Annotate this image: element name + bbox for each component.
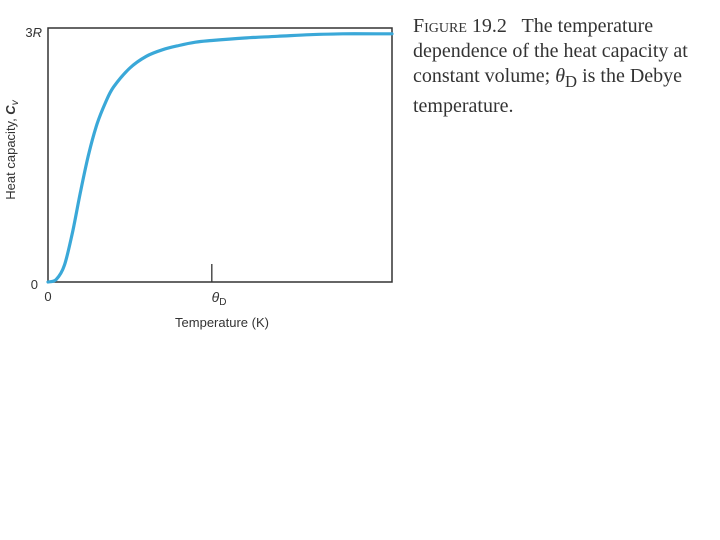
x-tick-label-debye: θD: [212, 289, 227, 308]
caption-subscript: D: [565, 72, 578, 91]
caption-number: 19.2: [471, 15, 507, 37]
figure-caption: Figure 19.2 The temperature dependence o…: [413, 14, 713, 119]
x-axis-label: Temperature (K): [175, 315, 269, 330]
caption-symbol: θ: [555, 65, 566, 87]
caption-text-end: is the Debye temperature.: [413, 65, 683, 117]
x-tick-label-zero: 0: [44, 289, 51, 304]
y-tick-label-zero: 0: [31, 277, 38, 292]
caption-text-start: The temperature dependence of the heat c…: [413, 15, 688, 87]
caption-label: Figure: [413, 15, 467, 37]
y-axis-label: Heat capacity, Cv: [3, 99, 21, 199]
y-tick-label-max: 3R: [25, 25, 42, 40]
plot-frame: [47, 27, 393, 283]
heat-capacity-curve: [46, 32, 394, 284]
